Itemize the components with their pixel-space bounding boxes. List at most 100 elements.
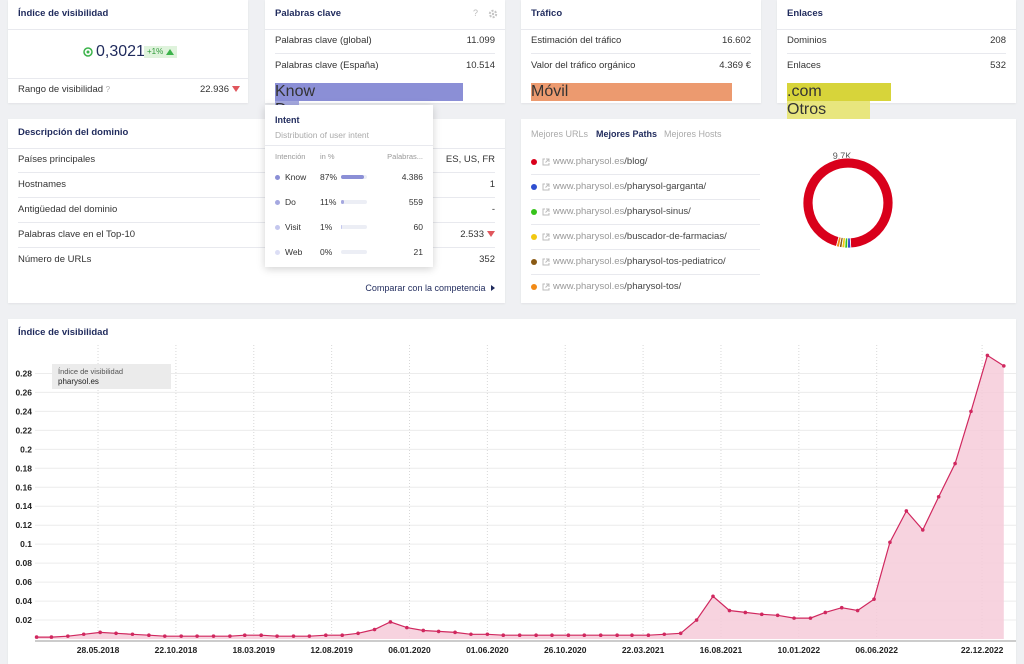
x-tick-label: 22.03.2021	[622, 645, 665, 655]
point	[275, 634, 279, 638]
path-host: www.pharysol.es	[553, 181, 625, 192]
x-tick-label: 28.05.2018	[77, 645, 120, 655]
point	[436, 629, 441, 634]
row-value-text: 352	[479, 254, 495, 265]
row-value-text: 1	[489, 179, 495, 190]
point	[759, 612, 764, 617]
path-name: /blog/	[624, 156, 648, 167]
path-link[interactable]: www.pharysol.es/buscador-de-farmacias/	[553, 231, 727, 242]
path-dot	[531, 284, 537, 290]
intent-tooltip: Intent Distribution of user intent Inten…	[265, 105, 433, 267]
external-link-icon	[542, 158, 550, 166]
x-tick-label: 06.01.2020	[388, 645, 431, 655]
point	[969, 409, 973, 414]
separator	[531, 224, 760, 225]
path-host: www.pharysol.es	[553, 231, 625, 242]
change-badge: +1%	[144, 46, 178, 58]
row-value: 1	[490, 179, 495, 191]
separator	[18, 247, 495, 248]
row-label: Países principales	[18, 154, 96, 165]
donut-total: 9,7K	[833, 151, 852, 161]
point	[49, 635, 54, 639]
x-tick-label: 12.08.2019	[310, 645, 353, 655]
path-link[interactable]: www.pharysol.es/blog/	[553, 156, 648, 167]
row-label: Enlaces	[787, 60, 821, 71]
row-value: ES, US, FR	[446, 154, 495, 166]
x-tick-label: 18.03.2019	[232, 645, 275, 655]
up-arrow	[166, 49, 175, 55]
point	[615, 633, 619, 638]
point	[630, 633, 634, 638]
compare-text[interactable]: Comparar con la competencia	[365, 283, 486, 293]
path-host: www.pharysol.es	[553, 256, 625, 267]
visibility-icon	[83, 47, 93, 57]
point	[566, 633, 571, 638]
point	[855, 608, 860, 613]
y-tick-label: 0.24	[15, 406, 32, 416]
path-link[interactable]: www.pharysol.es/pharysol-tos-pediatrico/	[553, 256, 726, 267]
point	[469, 632, 473, 637]
rank-label: Rango de visibilidad ?	[18, 84, 110, 96]
row-value: 11.099	[466, 35, 495, 46]
bar-segment: .com	[787, 83, 892, 101]
point	[888, 540, 892, 545]
separator	[265, 29, 505, 30]
icon-shape	[542, 208, 550, 216]
point	[694, 618, 699, 622]
row-value-text: ES, US, FR	[445, 154, 495, 165]
path-link[interactable]: www.pharysol.es/pharysol-sinus/	[553, 206, 691, 217]
intent-name: Know	[285, 172, 307, 182]
x-tick-label: 10.01.2022	[778, 645, 821, 655]
help-icon[interactable]: ?	[105, 85, 111, 94]
path-name: /pharysol-tos-pediatrico/	[624, 256, 726, 267]
separator	[531, 199, 760, 200]
icon-shape	[542, 283, 550, 291]
tab[interactable]: Mejores Paths	[596, 129, 658, 139]
compare-link[interactable]: Comparar con la competencia	[365, 283, 495, 293]
y-tick-label: 0.26	[15, 387, 32, 397]
tab[interactable]: Mejores URLs	[531, 129, 589, 139]
intent-name: Do	[285, 197, 296, 207]
donut-chart: 9,7K	[802, 151, 894, 249]
y-tick-label: 0.28	[15, 368, 32, 378]
column-header: in %	[320, 152, 335, 161]
point	[743, 610, 748, 615]
intent-percent: 87%	[320, 172, 338, 182]
point	[823, 610, 828, 615]
x-tick-label: 01.06.2020	[466, 645, 509, 655]
y-tick-label: 0.22	[15, 425, 32, 435]
intent-percent: 1%	[320, 222, 333, 232]
intent-percent: 11%	[320, 197, 337, 207]
tab[interactable]: Mejores Hosts	[664, 129, 722, 139]
y-tick-label: 0.02	[15, 615, 32, 625]
row-value: -	[492, 204, 495, 216]
path-dot	[531, 209, 537, 215]
point	[792, 616, 796, 620]
path-link[interactable]: www.pharysol.es/pharysol-tos/	[553, 281, 681, 292]
point	[678, 631, 683, 636]
intent-dot	[275, 200, 280, 205]
path-link[interactable]: www.pharysol.es/pharysol-garganta/	[553, 181, 706, 192]
point	[646, 633, 651, 638]
links-bar[interactable]: .com Otros	[787, 83, 1006, 119]
point	[372, 627, 377, 632]
row-value: 352	[479, 254, 495, 266]
y-tick-label: 0.14	[15, 501, 32, 511]
bar-segment: Otros	[787, 101, 871, 119]
path-name: /pharysol-tos/	[624, 281, 682, 292]
card-title: Palabras clave	[275, 8, 342, 19]
point	[405, 625, 409, 630]
point	[485, 632, 490, 637]
point	[517, 633, 522, 638]
help-icon[interactable]: ?	[473, 8, 479, 18]
point	[953, 461, 957, 466]
row-value: 532	[990, 60, 1006, 71]
row-label: Palabras clave (global)	[275, 35, 372, 46]
point	[356, 631, 360, 636]
rank-number: 22.936	[199, 84, 229, 95]
settings-icon[interactable]	[488, 9, 498, 19]
traffic-bar[interactable]: Móvil	[531, 83, 751, 101]
external-link-icon	[542, 183, 550, 191]
point	[582, 633, 587, 638]
